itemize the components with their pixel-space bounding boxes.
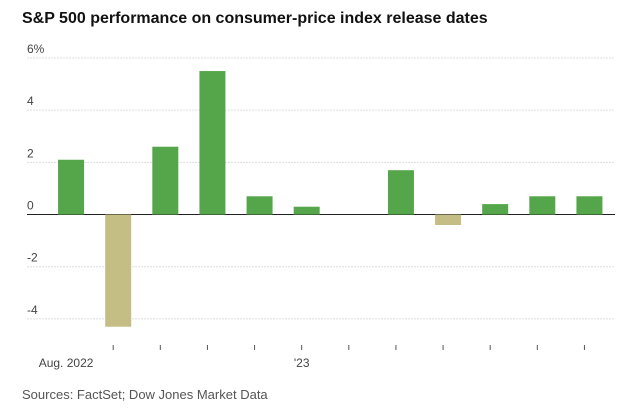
- bar: [482, 204, 509, 215]
- bar: [152, 146, 179, 215]
- bar: [387, 170, 414, 215]
- bar: [246, 196, 273, 215]
- y-tick-label: 0: [27, 199, 34, 213]
- source: Sources: FactSet; Dow Jones Market Data: [22, 387, 268, 402]
- y-tick-label: 2: [27, 146, 34, 160]
- y-tick-label: -4: [27, 303, 38, 317]
- bar: [529, 196, 556, 215]
- x-tick-label: Aug. 2022: [39, 356, 94, 370]
- bar: [435, 214, 462, 225]
- bar: [199, 71, 226, 215]
- bar: [293, 206, 320, 215]
- bar: [105, 214, 132, 327]
- bar: [576, 196, 603, 215]
- y-tick-label: 4: [27, 94, 34, 108]
- y-tick-label: 6%: [27, 42, 45, 56]
- bar: [58, 159, 85, 215]
- x-tick-label: '23: [294, 356, 310, 370]
- chart-title: S&P 500 performance on consumer-price in…: [22, 10, 488, 27]
- y-tick-label: -2: [27, 251, 38, 265]
